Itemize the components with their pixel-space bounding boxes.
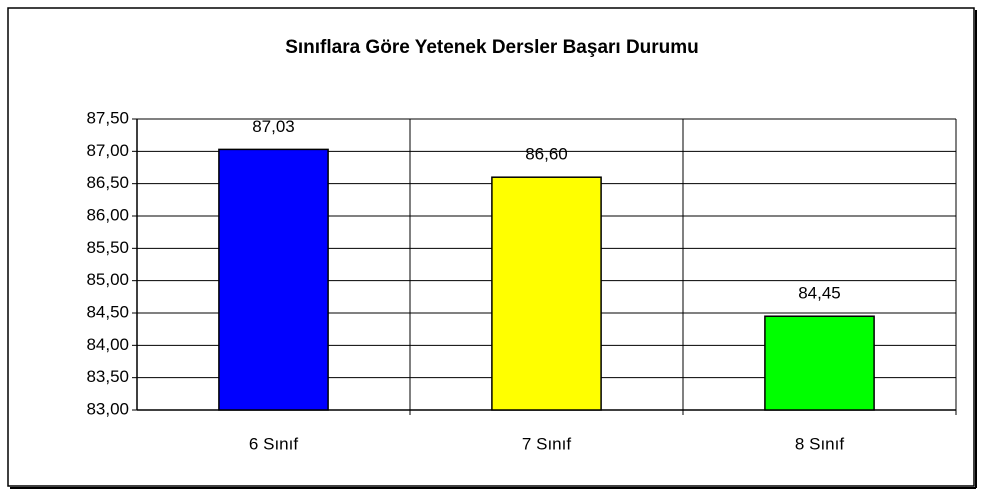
chart-frame (7, 7, 975, 487)
y-tick-label: 87,00 (86, 141, 129, 160)
y-tick-label: 87,50 (86, 108, 129, 127)
bar (218, 148, 329, 411)
x-tick-label: 6 Sınıf (249, 434, 298, 453)
data-label: 87,03 (252, 117, 295, 136)
data-label: 84,45 (798, 284, 841, 303)
x-tick-label: 7 Sınıf (522, 434, 571, 453)
data-label: 86,60 (525, 145, 568, 164)
y-tick-label: 84,50 (86, 302, 129, 321)
bar (764, 315, 875, 411)
y-tick-label: 83,50 (86, 367, 129, 386)
y-tick-label: 83,00 (86, 399, 129, 418)
bar (491, 176, 602, 411)
x-tick-label: 8 Sınıf (795, 434, 844, 453)
y-tick-label: 85,00 (86, 270, 129, 289)
y-tick-label: 86,00 (86, 205, 129, 224)
y-tick-label: 84,00 (86, 335, 129, 354)
y-tick-label: 86,50 (86, 173, 129, 192)
y-tick-label: 85,50 (86, 238, 129, 257)
chart-title: Sınıflara Göre Yetenek Dersler Başarı Du… (285, 37, 699, 58)
